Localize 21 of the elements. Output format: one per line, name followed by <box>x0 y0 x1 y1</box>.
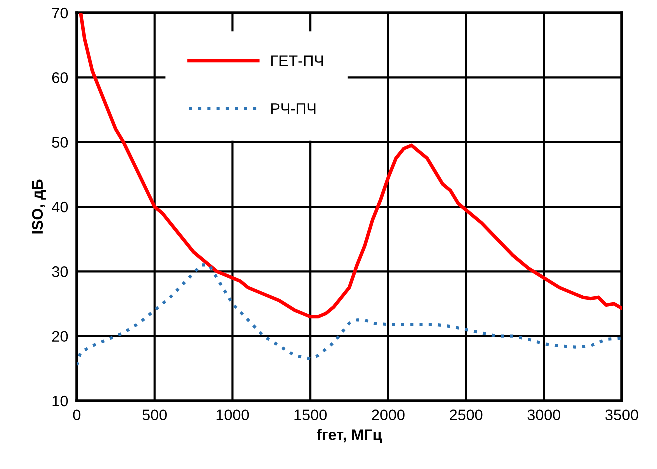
x-tick-label: 3500 <box>606 410 638 421</box>
x-tick-label: 1000 <box>216 410 250 421</box>
y-tick-label: 70 <box>52 8 68 19</box>
x-tick-label: 3000 <box>528 410 561 421</box>
line-series <box>77 264 622 367</box>
y-tick-label: 60 <box>52 72 68 84</box>
y-tick-label: 40 <box>52 202 68 213</box>
y-tick-label: 20 <box>52 331 68 342</box>
x-tick-label: 1500 <box>294 410 327 421</box>
legend-label: РЧ-ПЧ <box>272 104 316 114</box>
legend-label: ГЕТ-ПЧ <box>272 56 324 66</box>
x-tick-label: 2500 <box>450 410 483 421</box>
y-tick-label: 30 <box>52 266 68 278</box>
line-series <box>79 13 622 319</box>
x-tick-label: 2000 <box>372 410 405 421</box>
x-tick-label: 500 <box>142 410 168 421</box>
y-axis-title: ISO, дБ <box>32 180 46 234</box>
x-axis-title: fгет, МГц <box>317 429 382 444</box>
y-tick-label: 50 <box>52 137 68 148</box>
x-tick-label: 0 <box>73 410 81 421</box>
y-tick-label: 10 <box>52 396 68 407</box>
